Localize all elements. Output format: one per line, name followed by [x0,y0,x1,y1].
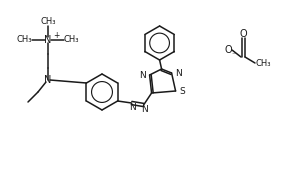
Text: O: O [239,29,247,39]
Text: CH₃: CH₃ [40,16,56,26]
Text: N: N [139,72,146,80]
Text: N: N [129,103,136,113]
Text: +: + [53,30,59,40]
Text: N: N [44,35,52,45]
Text: ⁻: ⁻ [231,51,235,60]
Text: N: N [175,69,182,79]
Text: N: N [141,106,148,114]
Text: CH₃: CH₃ [255,58,271,68]
Text: CH₃: CH₃ [16,36,32,44]
Text: CH₃: CH₃ [63,36,79,44]
Text: S: S [180,86,185,96]
Text: O: O [224,45,232,55]
Text: N: N [44,75,52,85]
